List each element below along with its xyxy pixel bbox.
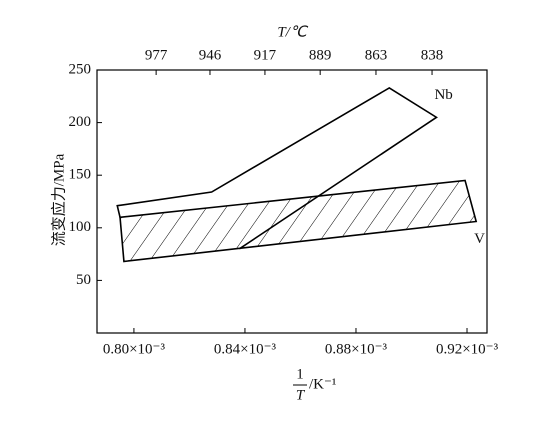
y-tick-label: 150: [69, 167, 92, 183]
plot-frame: [96, 69, 488, 334]
x-label-numerator: 1: [296, 366, 304, 382]
x2-tick-label: 917: [254, 47, 277, 63]
y-tick-label: 200: [69, 114, 92, 130]
y-tick-label: 250: [69, 61, 92, 77]
series-line: [119, 179, 478, 263]
y-axis-label: 流变应力/MPa: [49, 153, 67, 246]
series-line: [116, 86, 438, 250]
series-label: Nb: [434, 87, 452, 103]
x2-tick-label: 863: [365, 47, 388, 63]
y-tick-label: 100: [69, 219, 92, 235]
x-label-unit: /K⁻¹: [309, 376, 336, 392]
x-tick-label: 0.88×10⁻³: [325, 341, 388, 357]
series-label: V: [474, 231, 485, 247]
x-tick-label: 0.92×10⁻³: [436, 341, 499, 357]
y-tick-label: 50: [76, 272, 91, 288]
x-tick-label: 0.80×10⁻³: [103, 341, 166, 357]
x2-tick-label: 977: [145, 47, 168, 63]
x2-tick-label: 889: [309, 47, 332, 63]
x2-tick-label: 838: [421, 47, 444, 63]
x2-tick-label: 946: [199, 47, 222, 63]
x-label-denominator: T: [296, 387, 306, 403]
x2-axis-label: T/℃: [277, 24, 309, 40]
x-tick-label: 0.84×10⁻³: [214, 341, 277, 357]
